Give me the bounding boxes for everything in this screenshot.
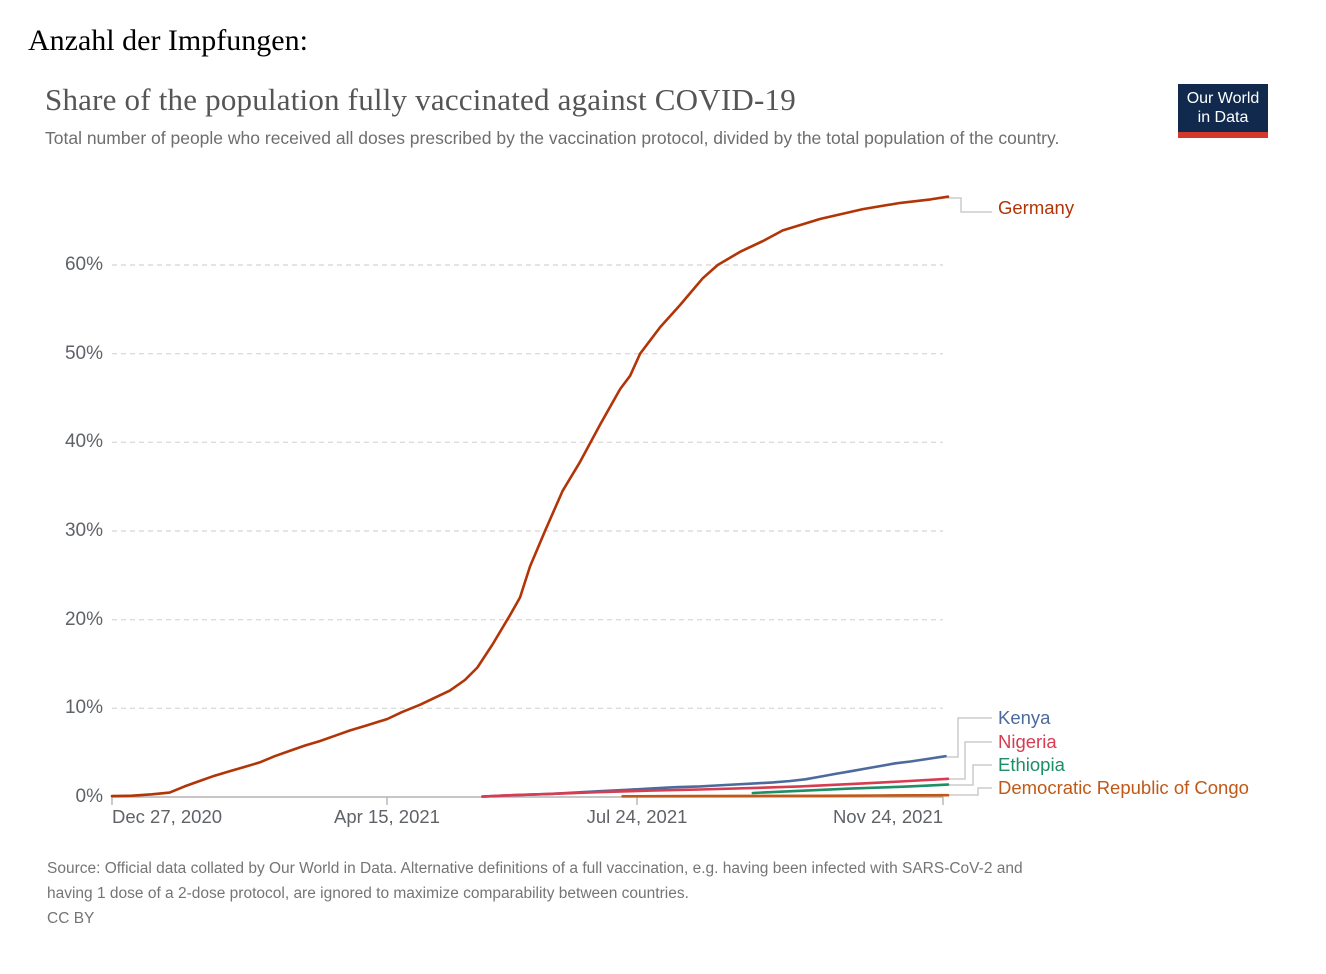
legend-label-drc: Democratic Republic of Congo bbox=[998, 777, 1249, 798]
source-line-1: Source: Official data collated by Our Wo… bbox=[47, 860, 1023, 877]
connector-nigeria bbox=[949, 741, 992, 780]
connector-germany bbox=[947, 197, 992, 213]
x-tick-apr15: Apr 15, 2021 bbox=[334, 806, 440, 827]
license-label: CC BY bbox=[47, 910, 95, 927]
x-tick-jul24: Jul 24, 2021 bbox=[586, 806, 688, 827]
gridlines bbox=[112, 264, 943, 709]
owid-logo-text: Our World in Data bbox=[1187, 89, 1260, 127]
legend-connectors bbox=[946, 197, 992, 796]
y-tick-30: 30% bbox=[64, 520, 103, 541]
y-tick-10: 10% bbox=[64, 697, 103, 718]
source-line-2: having 1 dose of a 2-dose protocol, are … bbox=[47, 885, 689, 902]
y-tick-20: 20% bbox=[64, 609, 103, 630]
legend-label-germany: Germany bbox=[998, 197, 1075, 218]
connector-kenya bbox=[946, 717, 992, 758]
owid-logo-line1: Our World bbox=[1186, 90, 1260, 107]
y-tick-60: 60% bbox=[64, 254, 103, 275]
series-line-germany bbox=[110, 195, 950, 798]
connector-ethiopia bbox=[948, 764, 992, 786]
y-tick-0: 0% bbox=[75, 786, 103, 807]
legend-label-nigeria: Nigeria bbox=[998, 731, 1057, 752]
connector-drc bbox=[948, 787, 992, 796]
x-tick-nov24: Nov 24, 2021 bbox=[832, 806, 943, 827]
x-axis bbox=[111, 796, 944, 805]
y-tick-50: 50% bbox=[64, 343, 103, 364]
chart-subtitle: Total number of people who received all … bbox=[45, 128, 1060, 148]
chart-title: Share of the population fully vaccinated… bbox=[45, 82, 796, 117]
owid-logo-line2: in Data bbox=[1197, 109, 1249, 126]
owid-logo: Our World in Data bbox=[1178, 84, 1268, 138]
x-tick-dec27: Dec 27, 2020 bbox=[112, 806, 223, 827]
page-heading: Anzahl der Impfungen: bbox=[28, 24, 308, 57]
source-block: Source: Official data collated by Our Wo… bbox=[47, 856, 1292, 931]
y-tick-40: 40% bbox=[64, 431, 103, 452]
series-line-ethiopia bbox=[751, 783, 950, 795]
series-line-nigeria bbox=[481, 777, 950, 798]
legend-label-ethiopia: Ethiopia bbox=[998, 754, 1065, 775]
legend-label-kenya: Kenya bbox=[998, 707, 1051, 728]
series-lines bbox=[110, 195, 950, 798]
series-line-democratic-republic-of-congo bbox=[621, 793, 950, 798]
series-line-kenya bbox=[481, 754, 947, 798]
